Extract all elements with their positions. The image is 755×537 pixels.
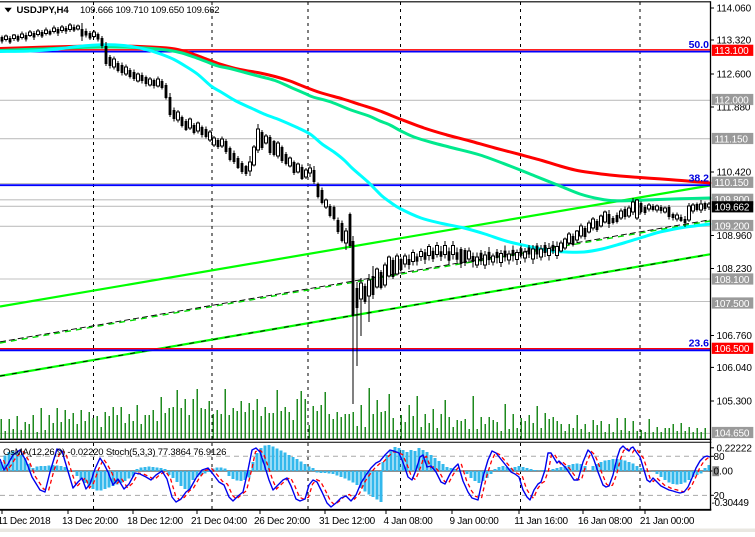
svg-text:112.000: 112.000 — [715, 95, 750, 106]
svg-text:16 Jan 08:00: 16 Jan 08:00 — [578, 516, 633, 527]
svg-text:111.880: 111.880 — [717, 103, 751, 114]
svg-text:26 Dec 20:00: 26 Dec 20:00 — [254, 516, 311, 527]
svg-text:20: 20 — [714, 491, 726, 502]
svg-text:105.300: 105.300 — [717, 397, 753, 408]
svg-text:11 Jan 16:00: 11 Jan 16:00 — [514, 516, 568, 527]
svg-text:USDJPY,H4: USDJPY,H4 — [17, 5, 70, 16]
svg-text:11 Dec 2018: 11 Dec 2018 — [0, 516, 51, 527]
svg-text:109.800: 109.800 — [715, 195, 750, 206]
svg-text:112.600: 112.600 — [717, 70, 752, 81]
svg-text:13 Dec 20:00: 13 Dec 20:00 — [62, 516, 119, 527]
svg-text:114.060: 114.060 — [717, 4, 752, 15]
svg-text:113.320: 113.320 — [717, 36, 752, 47]
svg-text:106.760: 106.760 — [717, 331, 753, 342]
svg-text:111.150: 111.150 — [715, 134, 749, 145]
svg-text:21 Dec 04:00: 21 Dec 04:00 — [191, 516, 248, 527]
svg-text:113.100: 113.100 — [715, 46, 750, 57]
svg-text:104.650: 104.650 — [715, 428, 750, 439]
svg-text:108.230: 108.230 — [717, 264, 753, 275]
svg-text:106.500: 106.500 — [715, 344, 750, 355]
svg-text:-0.30449: -0.30449 — [712, 498, 750, 509]
svg-text:108.960: 108.960 — [717, 231, 753, 242]
svg-text:OsMA(12,26,9) -0.02220 Stoch(: OsMA(12,26,9) -0.02220 Stoch(5,3,3) 77.3… — [3, 447, 226, 458]
svg-text:50.0: 50.0 — [689, 39, 710, 51]
svg-text:38.2: 38.2 — [689, 173, 710, 185]
svg-text:109.662: 109.662 — [715, 203, 750, 214]
svg-text:109.200: 109.200 — [715, 221, 750, 232]
svg-text:109.666 109.710 109.650 109.66: 109.666 109.710 109.650 109.662 — [80, 5, 219, 16]
svg-text:0.22222: 0.22222 — [717, 443, 753, 454]
svg-text:31 Dec 12:00: 31 Dec 12:00 — [319, 516, 376, 527]
svg-text:21 Jan 00:00: 21 Jan 00:00 — [640, 516, 695, 527]
svg-text:110.150: 110.150 — [715, 178, 750, 189]
svg-text:4 Jan 08:00: 4 Jan 08:00 — [384, 516, 434, 527]
svg-text:18 Dec 12:00: 18 Dec 12:00 — [127, 516, 184, 527]
svg-text:110.420: 110.420 — [717, 168, 752, 179]
svg-text:106.040: 106.040 — [717, 363, 753, 374]
svg-text:9 Jan 00:00: 9 Jan 00:00 — [450, 516, 500, 527]
svg-text:23.6: 23.6 — [689, 338, 710, 350]
svg-text:108.100: 108.100 — [715, 275, 750, 286]
svg-text:107.500: 107.500 — [715, 299, 750, 310]
svg-text:80: 80 — [714, 452, 726, 463]
svg-text:0.00: 0.00 — [714, 467, 734, 478]
